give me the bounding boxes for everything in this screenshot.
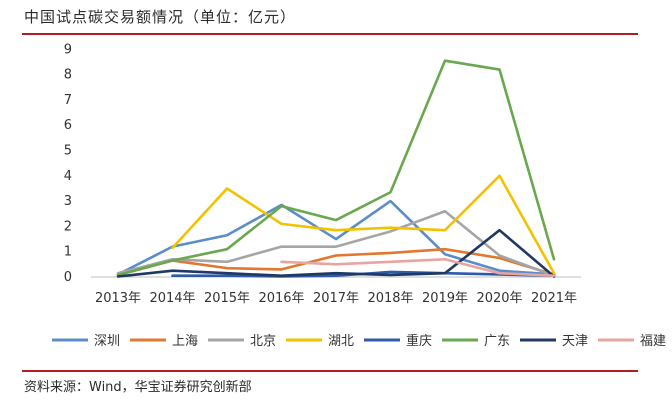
- x-tick-label: 2019年: [422, 291, 468, 306]
- x-tick-label: 2016年: [258, 291, 304, 306]
- legend-label-湖北: 湖北: [328, 334, 354, 349]
- chart-title: 中国试点碳交易额情况（单位：亿元）: [24, 8, 297, 26]
- series-line-北京: [116, 209, 556, 278]
- y-tick-label: 7: [64, 93, 72, 108]
- x-tick-label: 2013年: [95, 291, 141, 306]
- y-tick-label: 2: [64, 219, 72, 234]
- x-tick-label: 2018年: [367, 291, 413, 306]
- series-line-天津: [116, 228, 556, 278]
- y-tick-label: 9: [64, 42, 72, 57]
- legend-label-深圳: 深圳: [94, 334, 120, 349]
- y-tick-label: 0: [64, 270, 72, 285]
- legend-label-北京: 北京: [250, 334, 276, 349]
- y-tick-label: 3: [64, 194, 72, 209]
- x-tick-label: 2020年: [476, 291, 522, 306]
- x-tick-label: 2017年: [313, 291, 359, 306]
- y-tick-label: 5: [64, 144, 72, 159]
- y-tick-label: 4: [64, 169, 72, 184]
- y-tick-label: 8: [64, 68, 72, 83]
- top-rule: [22, 33, 638, 35]
- legend-label-重庆: 重庆: [406, 333, 432, 349]
- legend-label-上海: 上海: [172, 334, 198, 349]
- y-tick-label: 1: [64, 245, 72, 260]
- series-line-湖北: [171, 174, 556, 275]
- legend-label-天津: 天津: [562, 334, 588, 349]
- bottom-rule: [22, 370, 638, 372]
- legend-label-广东: 广东: [484, 334, 510, 349]
- x-tick-label: 2015年: [204, 291, 250, 306]
- x-tick-label: 2014年: [149, 291, 195, 306]
- series-line-广东: [116, 59, 556, 277]
- series-line-福建: [280, 257, 556, 278]
- x-tick-label: 2021年: [531, 291, 577, 306]
- series-line-深圳: [116, 199, 556, 276]
- line-chart: 0 1 2 3 4 5 6 7 8 9 2013年 2014年 2015年 2016年 2017年 2018年…: [52, 42, 666, 349]
- legend-label-福建: 福建: [640, 334, 666, 349]
- y-tick-label: 6: [64, 118, 72, 133]
- source-note: 资料来源：Wind，华宝证券研究创新部: [24, 380, 252, 395]
- series-line-上海: [116, 247, 556, 277]
